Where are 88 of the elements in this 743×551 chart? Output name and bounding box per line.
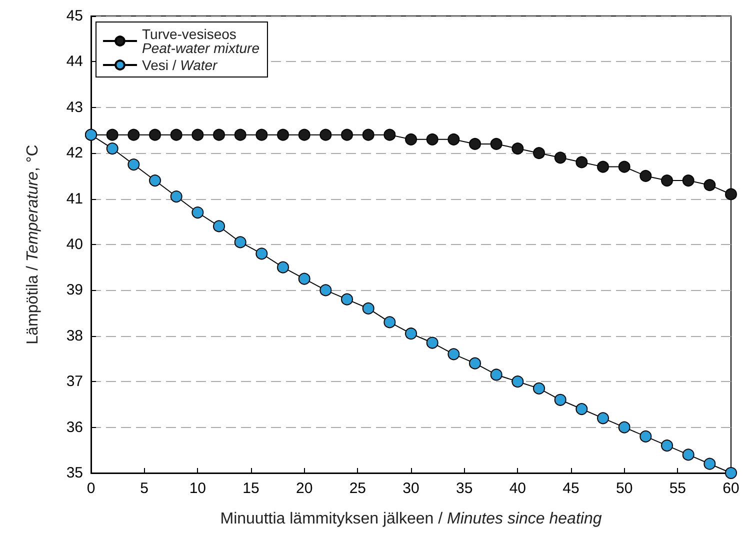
point: [533, 147, 545, 160]
point: [597, 160, 609, 173]
point: [234, 128, 246, 141]
point: [426, 336, 438, 349]
point: [277, 128, 289, 141]
point: [341, 128, 353, 141]
point: [341, 293, 353, 306]
x-tick-label: 55: [669, 480, 686, 497]
point: [704, 458, 716, 470]
y-tick-label: 36: [66, 418, 83, 436]
point: [149, 174, 161, 187]
point: [490, 138, 502, 150]
point: [682, 174, 694, 187]
point: [277, 261, 289, 274]
x-tick-label: 35: [456, 480, 473, 497]
point: [640, 430, 652, 442]
x-axis-title: Minuuttia lämmityksen jälkeen / Minutes since heating: [220, 510, 602, 528]
point: [106, 128, 118, 141]
point: [512, 376, 524, 388]
y-tick-label: 37: [66, 373, 83, 390]
legend-label: Vesi / Water: [142, 57, 219, 73]
point: [234, 236, 246, 248]
x-tick-label: 20: [296, 480, 313, 497]
point: [661, 440, 673, 452]
x-tick-label: 15: [242, 480, 260, 497]
point: [213, 220, 225, 232]
x-tick-label: 5: [140, 480, 149, 497]
point: [384, 316, 396, 328]
point: [533, 382, 545, 394]
point: [682, 448, 694, 461]
y-tick-label: 41: [66, 190, 83, 208]
x-tick-label: 40: [509, 480, 526, 497]
point: [192, 206, 204, 219]
point: [106, 142, 118, 155]
point: [426, 133, 438, 146]
x-tick-label: 45: [562, 480, 580, 497]
point: [618, 160, 630, 173]
y-tick-label: 42: [66, 144, 83, 162]
point: [576, 156, 588, 168]
point: [298, 272, 310, 285]
point: [725, 467, 737, 479]
y-tick-label: 35: [66, 464, 83, 482]
y-tick-label: 45: [66, 8, 83, 24]
point: [320, 284, 332, 296]
point: [661, 174, 673, 187]
point: [256, 248, 268, 260]
point: [256, 128, 268, 141]
point: [362, 302, 374, 314]
point: [725, 188, 737, 200]
y-tick-label: 39: [66, 282, 83, 299]
point: [405, 328, 417, 340]
point: [554, 394, 566, 406]
point: [469, 138, 481, 150]
point: [469, 357, 481, 370]
x-tick-label: 30: [402, 480, 420, 497]
x-tick-label: 0: [86, 480, 96, 497]
point: [512, 142, 524, 155]
point: [192, 128, 204, 141]
point: [384, 128, 396, 141]
point: [128, 128, 140, 141]
point: [320, 128, 332, 141]
point: [170, 128, 182, 141]
point: [597, 412, 609, 424]
y-axis-title: Lämpötila / Temperature, °C: [24, 144, 42, 344]
point: [576, 403, 588, 416]
x-tick-label: 10: [189, 480, 206, 497]
y-tick-label: 44: [66, 53, 83, 70]
point: [170, 190, 182, 203]
y-tick-label: 38: [66, 327, 83, 344]
point: [490, 368, 502, 381]
legend-label: Turve-vesiseos Peat-water mixture: [142, 26, 260, 56]
point: [448, 348, 460, 360]
x-tick-label: 60: [722, 480, 740, 497]
point: [213, 128, 225, 141]
point: [704, 179, 716, 192]
point: [640, 170, 652, 182]
point: [554, 152, 566, 164]
y-tick-label: 40: [66, 236, 83, 253]
y-tick-label: 43: [66, 98, 83, 116]
x-tick-label: 50: [616, 480, 633, 497]
x-tick-label: 25: [349, 480, 366, 497]
point: [128, 158, 140, 171]
point: [362, 128, 374, 141]
point: [405, 133, 417, 146]
point: [448, 133, 460, 146]
point: [298, 128, 310, 141]
point: [149, 128, 161, 141]
point: [618, 421, 630, 434]
